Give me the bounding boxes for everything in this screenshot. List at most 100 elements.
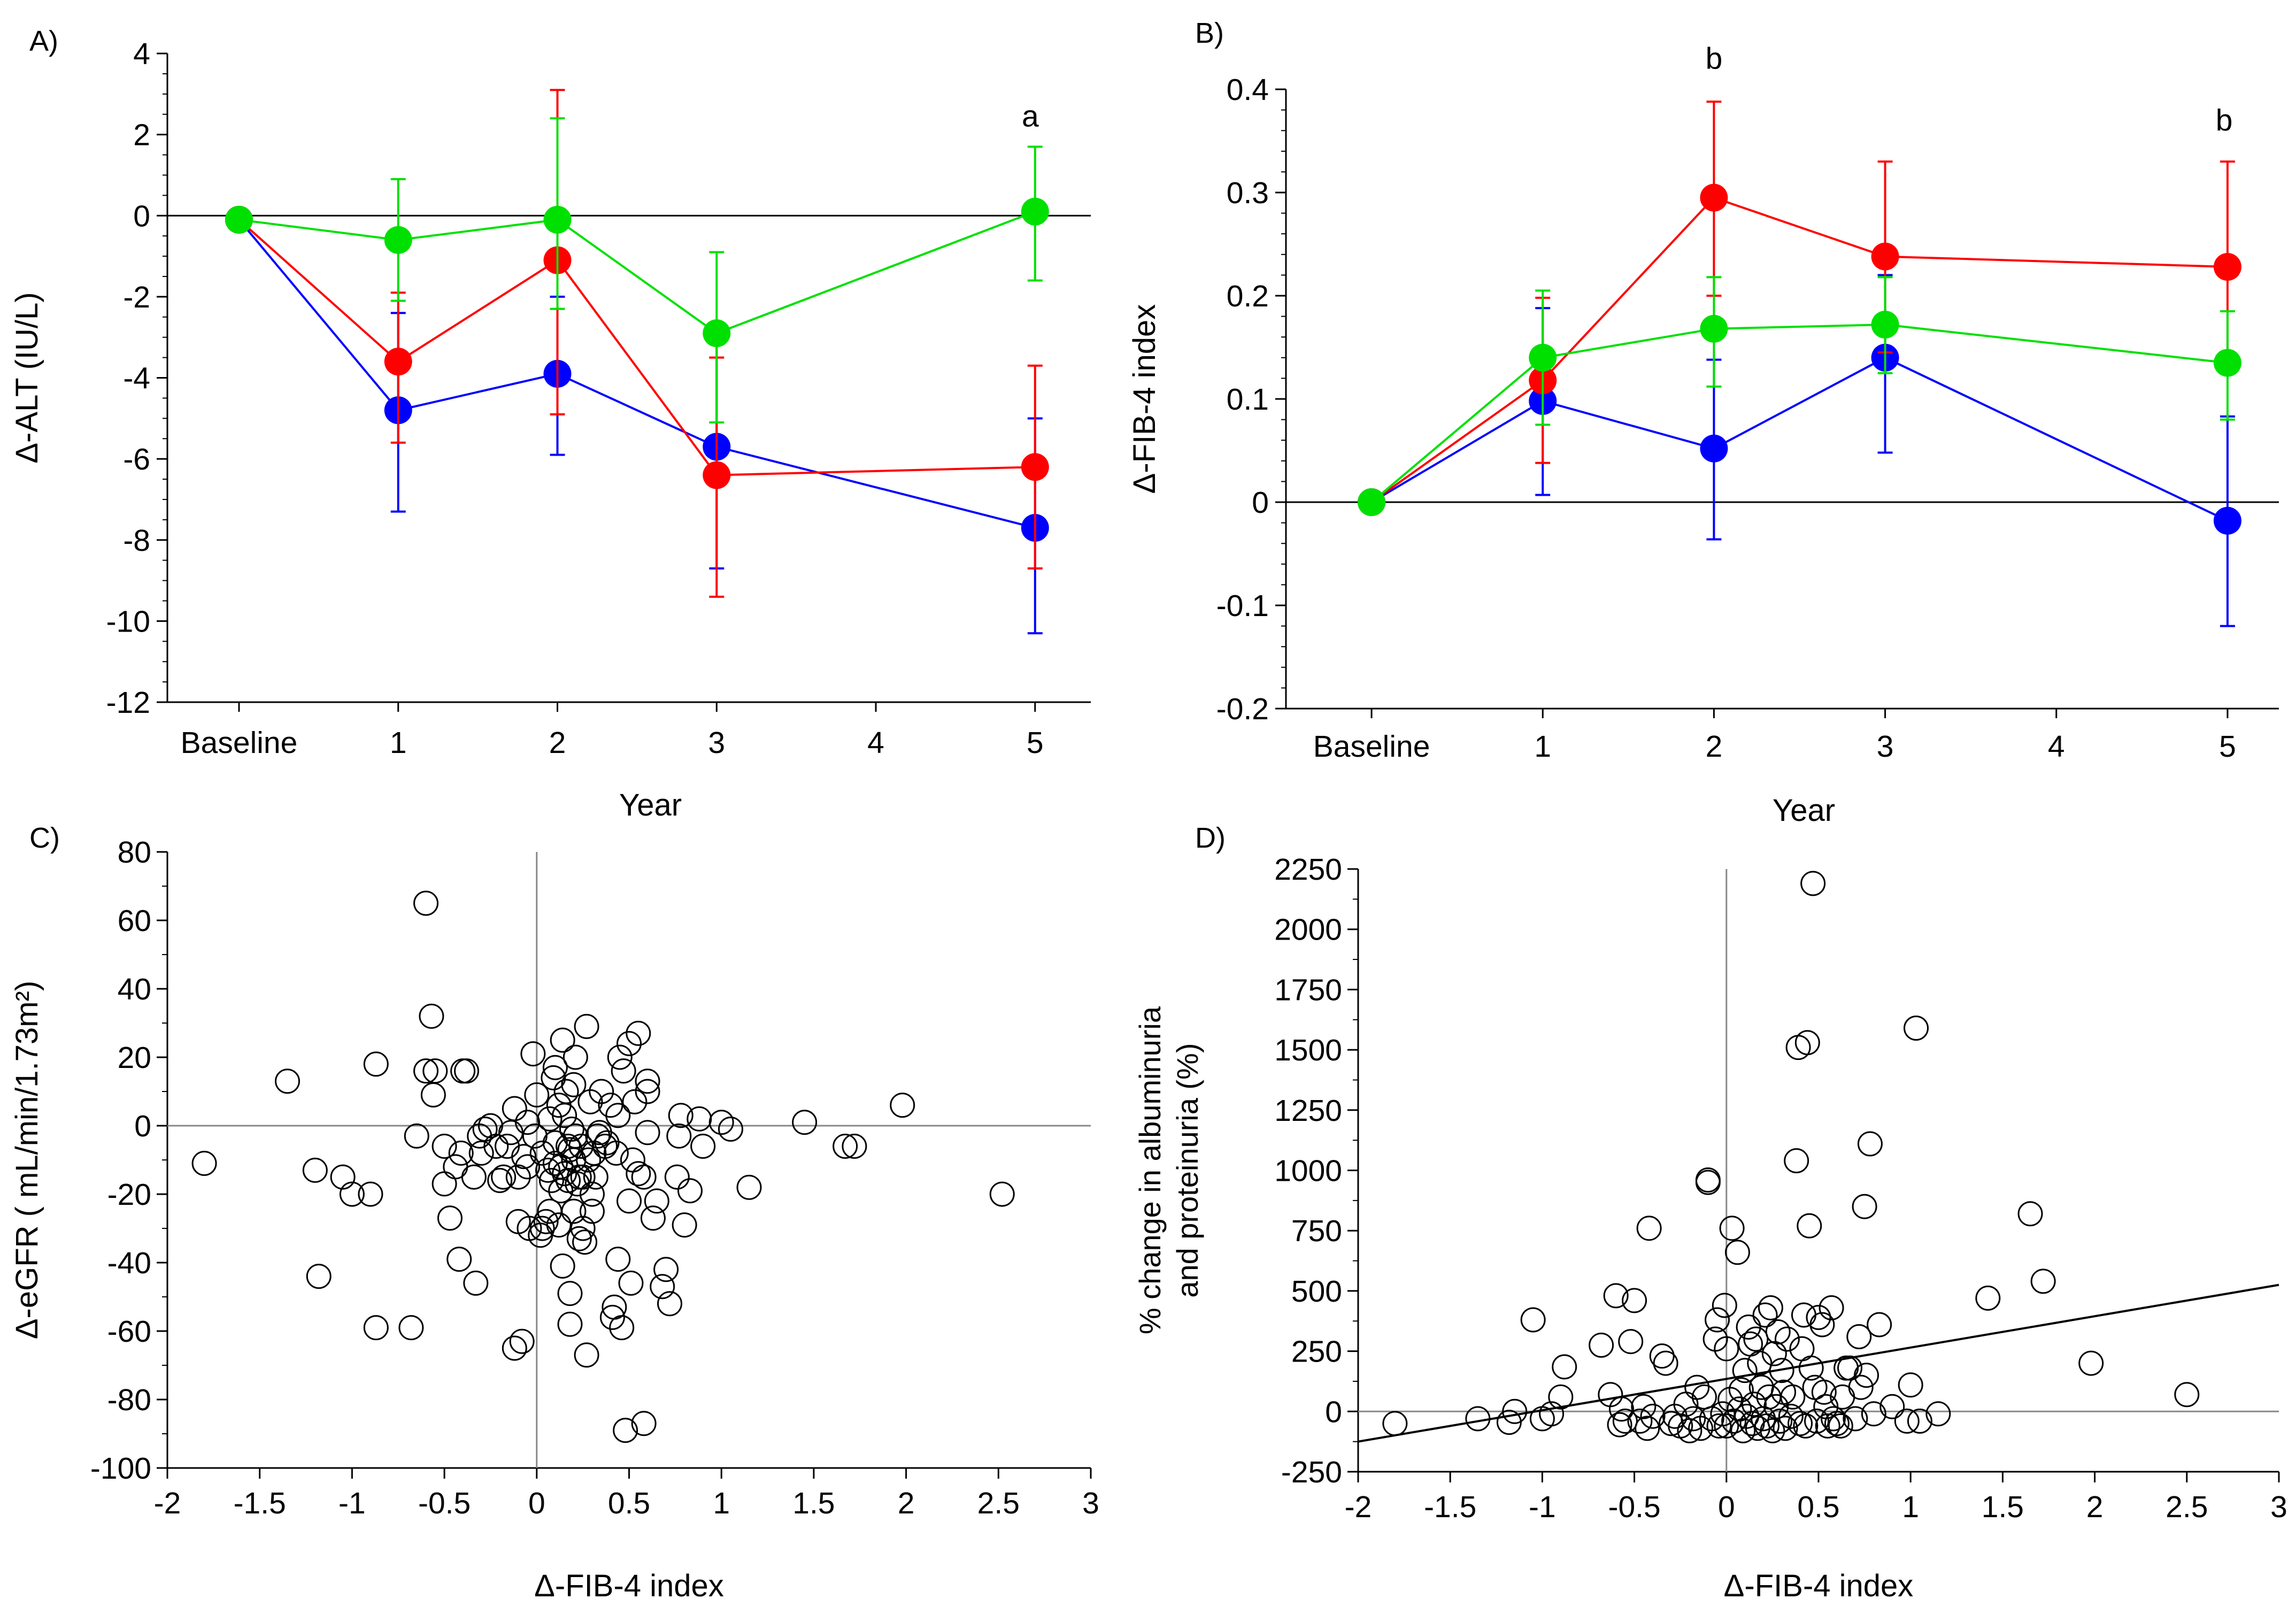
scatter-point — [1695, 1167, 1721, 1193]
y-axis-title: Δ-eGFR ( mL/min/1.73m²) — [10, 981, 44, 1339]
scatter-point — [477, 1113, 503, 1139]
scatter-point — [1773, 1416, 1798, 1441]
scatter-point — [1382, 1411, 1408, 1436]
scatter-point — [1640, 1403, 1666, 1429]
y-tick-label: 0.3 — [1227, 176, 1269, 210]
x-tick-label: 3 — [708, 726, 725, 760]
x-tick-label: -1 — [338, 1486, 366, 1520]
scatter-point — [542, 1055, 568, 1080]
scatter-point — [522, 1123, 548, 1149]
scatter-point — [1465, 1406, 1491, 1432]
data-point — [384, 348, 412, 376]
scatter-point — [1837, 1355, 1863, 1381]
scatter-point — [672, 1212, 697, 1238]
data-point — [384, 226, 412, 254]
y-axis-title: Δ-ALT (IU/L) — [10, 292, 44, 463]
x-tick-label: 2.5 — [977, 1486, 1020, 1520]
data-point — [2213, 349, 2241, 377]
scatter-point — [1706, 1413, 1732, 1439]
scatter-point — [1730, 1418, 1756, 1443]
scatter-point — [502, 1096, 527, 1121]
y-tick-label: -20 — [107, 1178, 151, 1212]
scatter-point — [552, 1161, 577, 1187]
scatter-point — [572, 1229, 598, 1255]
scatter-point — [1719, 1216, 1745, 1241]
x-tick-label: -1.5 — [1424, 1490, 1476, 1524]
scatter-point — [1811, 1379, 1837, 1405]
x-tick-label: -0.5 — [1608, 1490, 1660, 1524]
scatter-point — [1771, 1379, 1797, 1405]
scatter-point — [1548, 1384, 1574, 1410]
scatter-point — [620, 1147, 645, 1173]
y-tick-label: 60 — [118, 904, 151, 938]
x-tick-label: -0.5 — [418, 1486, 471, 1520]
scatter-point — [599, 1304, 625, 1330]
scatter-point — [579, 1198, 605, 1224]
scatter-point — [559, 1116, 584, 1142]
scatter-point — [1898, 1372, 1923, 1398]
scatter-point — [1894, 1408, 1920, 1434]
x-tick-label: 1 — [1902, 1490, 1919, 1524]
scatter-point — [1618, 1329, 1644, 1355]
scatter-point — [432, 1171, 457, 1197]
scatter-point — [842, 1133, 867, 1159]
scatter-point — [1857, 1131, 1883, 1157]
y-tick-label: 250 — [1291, 1335, 1342, 1369]
scatter-point — [690, 1133, 716, 1159]
scatter-point — [1699, 1406, 1724, 1432]
x-tick-label: 0 — [1718, 1490, 1735, 1524]
scatter-point — [1846, 1324, 1872, 1350]
scatter-point — [541, 1065, 566, 1090]
scatter-point — [2174, 1382, 2200, 1408]
scatter-point — [576, 1147, 602, 1173]
scatter-point — [1695, 1170, 1721, 1195]
scatter-point — [653, 1257, 679, 1282]
scatter-point — [502, 1335, 527, 1361]
scatter-point — [1552, 1354, 1577, 1380]
x-tick-label: 5 — [1027, 726, 1044, 760]
scatter-point — [1681, 1406, 1706, 1432]
scatter-point — [1824, 1411, 1850, 1436]
scatter-point — [1778, 1403, 1804, 1429]
scatter-point — [515, 1110, 541, 1135]
scatter-point — [1809, 1312, 1835, 1337]
scatter-point — [635, 1120, 660, 1146]
scatter-point — [1721, 1408, 1747, 1434]
scatter-point — [631, 1411, 657, 1436]
y-tick-label: 20 — [118, 1041, 151, 1075]
x-tick-label: 3 — [1877, 729, 1894, 764]
y-tick-label: -40 — [107, 1246, 151, 1280]
y-tick-label: -0.1 — [1216, 589, 1269, 623]
scatter-point — [617, 1188, 642, 1214]
data-point — [1700, 314, 1728, 343]
scatter-point — [631, 1164, 657, 1190]
scatter-point — [511, 1144, 537, 1170]
scatter-point — [1765, 1319, 1791, 1345]
scatter-point — [574, 1013, 599, 1039]
scatter-point — [1804, 1408, 1830, 1434]
scatter-point — [1848, 1374, 1874, 1400]
scatter-point — [561, 1198, 587, 1224]
scatter-point — [2078, 1350, 2104, 1376]
y-axis-title-line2: and proteinuria (%) — [1170, 1043, 1204, 1297]
scatter-points — [191, 890, 1015, 1443]
panel-d: D) 2250 2000 1750 1500 1250 1000 750 500 250 0 -250… — [1133, 822, 2287, 1603]
scatter-point — [890, 1093, 915, 1118]
scatter-point — [1793, 1413, 1819, 1439]
scatter-point — [736, 1174, 762, 1200]
data-point — [1529, 343, 1557, 372]
series-line — [1371, 356, 2228, 522]
panel-label: C) — [29, 822, 60, 854]
scatter-point — [404, 1123, 429, 1149]
y-tick-label: 1250 — [1274, 1094, 1342, 1128]
scatter-point — [1732, 1358, 1758, 1383]
scatter-point — [461, 1164, 487, 1190]
scatter-point — [520, 1041, 546, 1067]
y-tick-label: 4 — [133, 37, 150, 71]
x-tick-label: 5 — [2219, 729, 2236, 764]
x-tick-label: 0.5 — [1797, 1490, 1839, 1524]
scatter-point — [524, 1082, 550, 1108]
scatter-point — [1607, 1412, 1632, 1437]
scatter-point — [468, 1140, 494, 1166]
scatter-point — [1705, 1307, 1730, 1333]
